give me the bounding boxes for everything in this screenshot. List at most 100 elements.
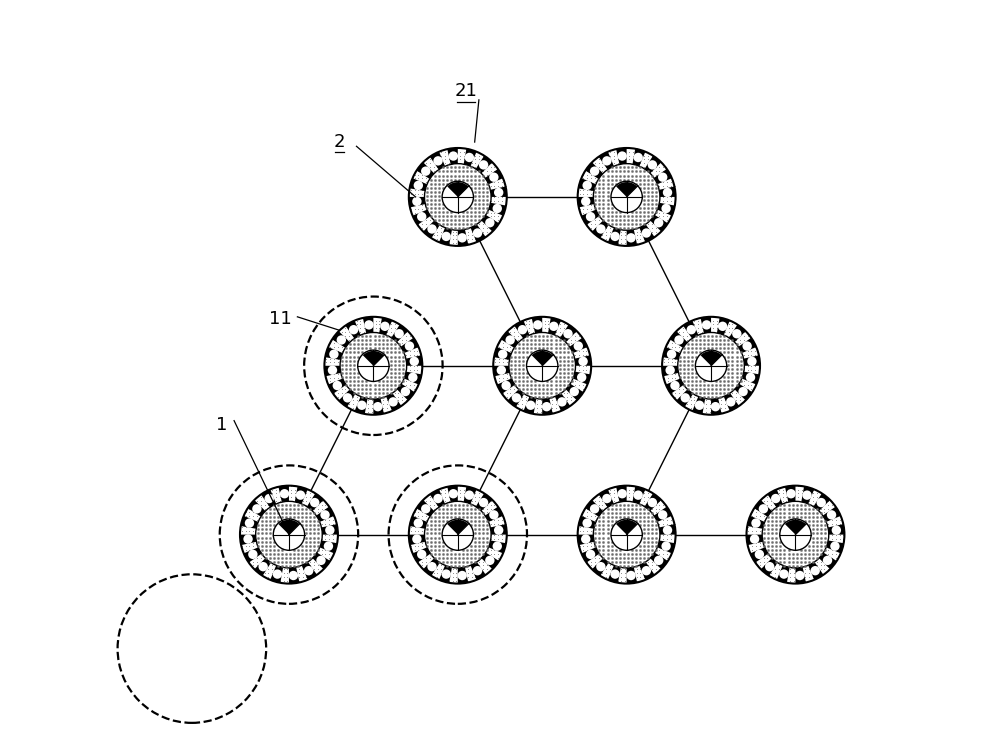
Polygon shape [785,485,795,502]
Polygon shape [332,332,350,348]
Circle shape [493,204,502,213]
Circle shape [248,550,258,559]
Polygon shape [397,384,415,400]
Polygon shape [501,332,519,348]
Polygon shape [592,558,609,576]
Text: 2: 2 [334,133,345,151]
Circle shape [489,172,499,182]
Circle shape [337,335,346,345]
Circle shape [256,501,322,568]
Polygon shape [616,148,627,164]
Circle shape [364,320,374,329]
Circle shape [394,329,404,338]
Circle shape [421,166,430,176]
Circle shape [465,152,474,162]
Circle shape [642,566,651,576]
Circle shape [611,519,642,551]
Polygon shape [497,379,515,394]
Circle shape [458,571,467,580]
Circle shape [414,518,423,528]
Circle shape [328,366,337,375]
Polygon shape [826,540,844,554]
Polygon shape [481,215,499,232]
Circle shape [410,357,419,366]
Circle shape [485,556,495,565]
Circle shape [473,566,482,576]
Polygon shape [406,355,422,366]
Polygon shape [409,197,425,207]
Circle shape [746,373,755,382]
Polygon shape [244,548,262,562]
Polygon shape [430,489,445,508]
Circle shape [329,349,339,359]
Polygon shape [819,553,837,569]
Circle shape [590,166,599,176]
Circle shape [245,518,254,528]
Circle shape [667,349,676,359]
Polygon shape [608,565,621,583]
Polygon shape [307,494,324,511]
Polygon shape [808,562,823,580]
Wedge shape [785,519,806,534]
Polygon shape [645,494,661,511]
Circle shape [333,381,342,390]
Circle shape [340,332,407,399]
Circle shape [586,550,595,559]
Circle shape [409,485,507,584]
Circle shape [533,320,542,329]
Circle shape [343,393,352,403]
Circle shape [711,402,720,411]
Polygon shape [627,567,637,584]
Circle shape [658,172,667,182]
Circle shape [526,400,535,410]
Circle shape [512,393,521,403]
Circle shape [427,224,437,234]
Polygon shape [645,155,661,173]
Polygon shape [401,337,419,353]
Circle shape [324,317,422,414]
Polygon shape [324,366,341,376]
Polygon shape [404,371,422,385]
Circle shape [424,164,491,230]
Circle shape [304,566,313,576]
Polygon shape [724,393,739,411]
Polygon shape [585,500,603,517]
Circle shape [577,373,586,382]
Circle shape [493,317,591,414]
Circle shape [670,381,680,390]
Polygon shape [312,553,330,569]
Polygon shape [464,486,477,504]
Circle shape [358,350,389,381]
Circle shape [265,494,274,503]
Circle shape [252,504,262,514]
Circle shape [494,525,503,535]
Circle shape [596,224,606,234]
Circle shape [661,204,671,213]
Polygon shape [240,534,256,545]
Polygon shape [735,384,752,400]
Circle shape [549,322,558,331]
Polygon shape [777,565,790,583]
Circle shape [527,350,558,381]
Circle shape [273,569,282,579]
Polygon shape [447,485,458,502]
Polygon shape [608,228,621,245]
Circle shape [662,317,760,414]
Polygon shape [578,178,596,191]
Polygon shape [578,516,596,529]
Polygon shape [729,325,746,342]
Polygon shape [325,347,343,360]
Polygon shape [585,162,603,179]
Polygon shape [750,548,768,562]
Circle shape [412,197,422,206]
Polygon shape [439,565,452,583]
Circle shape [289,571,298,580]
Circle shape [626,233,636,243]
Circle shape [563,329,573,338]
Circle shape [412,534,422,544]
Circle shape [687,325,696,334]
Circle shape [273,519,305,551]
Polygon shape [767,489,783,508]
Polygon shape [471,562,486,580]
Polygon shape [657,203,675,215]
